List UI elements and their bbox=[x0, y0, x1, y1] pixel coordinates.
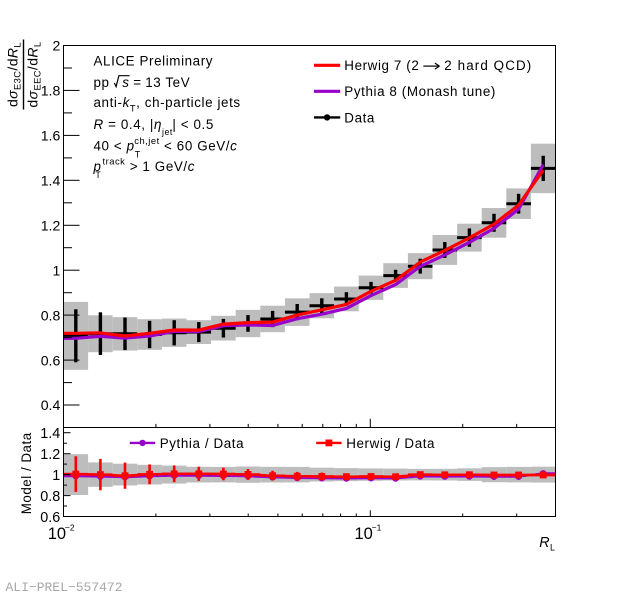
svg-text:s: s bbox=[122, 75, 129, 90]
svg-text:=: = bbox=[133, 75, 141, 90]
svg-text:1: 1 bbox=[52, 468, 60, 484]
svg-text:0.8: 0.8 bbox=[40, 489, 60, 505]
svg-text:2 hard QCD): 2 hard QCD) bbox=[444, 58, 532, 73]
svg-text:1.8: 1.8 bbox=[41, 83, 61, 99]
svg-text:pp: pp bbox=[94, 75, 110, 90]
svg-text:ALICE Preliminary: ALICE Preliminary bbox=[94, 53, 214, 68]
svg-text:1.2: 1.2 bbox=[41, 218, 61, 234]
svg-text:1.6: 1.6 bbox=[41, 128, 61, 144]
svg-text:Pythia 8 (Monash tune): Pythia 8 (Monash tune) bbox=[344, 84, 496, 99]
svg-text:Pythia / Data: Pythia / Data bbox=[160, 436, 244, 451]
svg-text:Herwig / Data: Herwig / Data bbox=[346, 436, 435, 451]
svg-text:0.6: 0.6 bbox=[40, 510, 60, 526]
svg-text:Data: Data bbox=[344, 110, 375, 125]
svg-text:dσEEC/dRL: dσEEC/dRL bbox=[25, 41, 43, 107]
svg-text:13 TeV: 13 TeV bbox=[145, 75, 190, 90]
svg-text:1.4: 1.4 bbox=[41, 173, 61, 189]
svg-text:0.4: 0.4 bbox=[41, 397, 61, 413]
svg-text:1.4: 1.4 bbox=[40, 426, 60, 442]
svg-text:dσE3C/dRL: dσE3C/dRL bbox=[5, 42, 23, 107]
svg-text:0.6: 0.6 bbox=[41, 352, 61, 368]
svg-text:ALI−PREL−557472: ALI−PREL−557472 bbox=[6, 580, 123, 595]
svg-text:R = 0.4, |ηjet| < 0.5: R = 0.4, |ηjet| < 0.5 bbox=[94, 117, 214, 137]
svg-text:Herwig 7 (2: Herwig 7 (2 bbox=[344, 58, 419, 73]
svg-text:1: 1 bbox=[52, 262, 60, 278]
svg-text:1.2: 1.2 bbox=[40, 447, 60, 463]
svg-text:0.8: 0.8 bbox=[41, 307, 61, 323]
svg-text:2: 2 bbox=[52, 38, 60, 54]
svg-text:Model / Data: Model / Data bbox=[19, 432, 34, 514]
